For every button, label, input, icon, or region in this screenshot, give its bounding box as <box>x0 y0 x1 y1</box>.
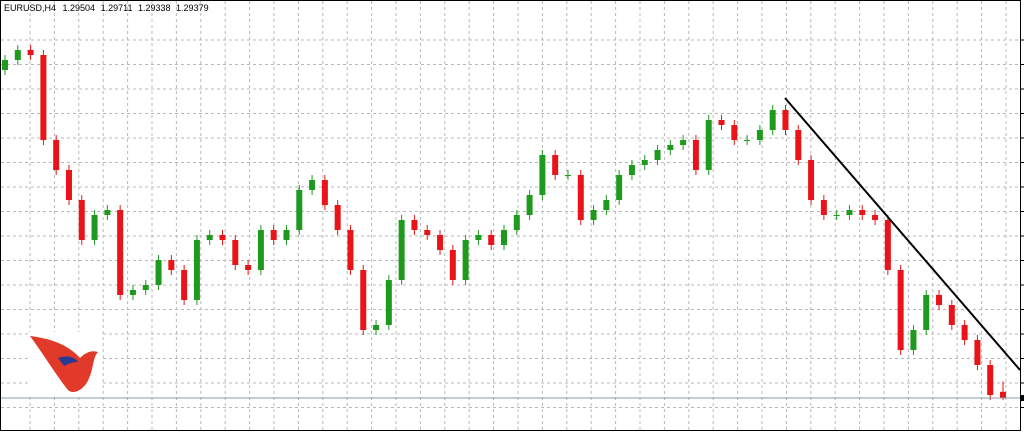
candle-body <box>756 130 763 140</box>
candle-body <box>936 295 943 305</box>
logo <box>28 332 100 394</box>
candle-body <box>641 160 648 165</box>
candle-body <box>628 165 635 175</box>
candle-body <box>782 110 789 130</box>
candle-body <box>884 220 891 270</box>
candle-body <box>539 155 546 195</box>
candle-body <box>564 175 571 176</box>
candle-body <box>40 55 47 140</box>
candle-body <box>411 220 418 230</box>
candle-body <box>360 270 367 330</box>
candle-body <box>488 235 495 245</box>
candle-body <box>705 120 712 170</box>
candle-body <box>910 330 917 350</box>
candle-body <box>245 265 252 270</box>
candle-body <box>309 180 316 190</box>
candle-body <box>65 170 72 200</box>
candle-body <box>859 210 866 215</box>
candle-body <box>181 270 188 300</box>
candle-body <box>206 235 213 240</box>
candle-body <box>974 340 981 365</box>
candle-body <box>769 110 776 130</box>
candle-body <box>577 175 584 220</box>
candle-body <box>872 215 879 220</box>
candle-body <box>155 260 162 285</box>
candle-body <box>603 200 610 210</box>
candle-body <box>718 120 725 125</box>
candle-body <box>731 125 738 140</box>
candle-body <box>398 220 405 280</box>
candle-body <box>193 240 200 300</box>
candle-body <box>590 210 597 220</box>
candle-body <box>78 200 85 240</box>
candle-body <box>692 140 699 170</box>
candle-body <box>820 200 827 215</box>
candle-body <box>270 230 277 240</box>
header-high: 1.29711 <box>101 3 133 13</box>
candle-body <box>129 290 136 295</box>
candle-body <box>526 195 533 215</box>
candle-body <box>897 270 904 350</box>
candle-body <box>846 210 853 215</box>
candle-body <box>424 230 431 235</box>
candle-body <box>168 260 175 270</box>
candle-body <box>321 180 328 205</box>
header-close: 1.29379 <box>176 3 209 13</box>
candle-body <box>142 285 149 290</box>
candle-body <box>257 230 264 270</box>
candle-body <box>53 140 60 170</box>
candle-body <box>552 155 559 175</box>
candle-body <box>347 230 354 270</box>
candle-body <box>987 365 994 395</box>
candle-body <box>667 145 674 150</box>
header-low: 1.29338 <box>138 3 171 13</box>
candle-body <box>948 305 955 325</box>
symbol: EURUSD,H4 <box>4 3 56 13</box>
candle-body <box>923 295 930 330</box>
candle-body <box>475 235 482 240</box>
header: EURUSD,H4 1.29504 1.29711 1.29338 1.2937… <box>4 3 209 13</box>
candle-body <box>27 50 34 55</box>
candle-body <box>501 230 507 245</box>
candle-body <box>232 240 239 265</box>
candle-body <box>296 190 303 230</box>
candle-body <box>833 215 840 216</box>
candle-body <box>654 150 661 160</box>
candle-body <box>795 130 802 160</box>
logo-accent <box>58 356 78 366</box>
header-open: 1.29504 <box>63 3 96 13</box>
price-marker <box>1020 395 1024 402</box>
candle-body <box>2 60 8 70</box>
candle-body <box>373 325 380 330</box>
candle-body <box>449 250 456 280</box>
candle-body <box>744 140 751 141</box>
candle-body <box>462 240 469 280</box>
trend-line <box>784 97 1021 371</box>
candle-body <box>117 210 124 295</box>
candle-body <box>808 160 815 200</box>
candle-body <box>437 235 444 250</box>
candle-body <box>283 230 290 240</box>
candle-body <box>513 215 520 230</box>
candle-body <box>385 280 392 325</box>
candle-body <box>1000 391 1006 399</box>
candle-body <box>680 140 687 145</box>
candle-body <box>104 210 111 215</box>
candle-body <box>961 325 968 340</box>
candle-body <box>14 50 21 60</box>
candle-body <box>616 175 623 200</box>
candles <box>1 45 1024 402</box>
candle-body <box>91 215 98 240</box>
candle-body <box>219 235 226 240</box>
candle-body <box>334 205 341 230</box>
